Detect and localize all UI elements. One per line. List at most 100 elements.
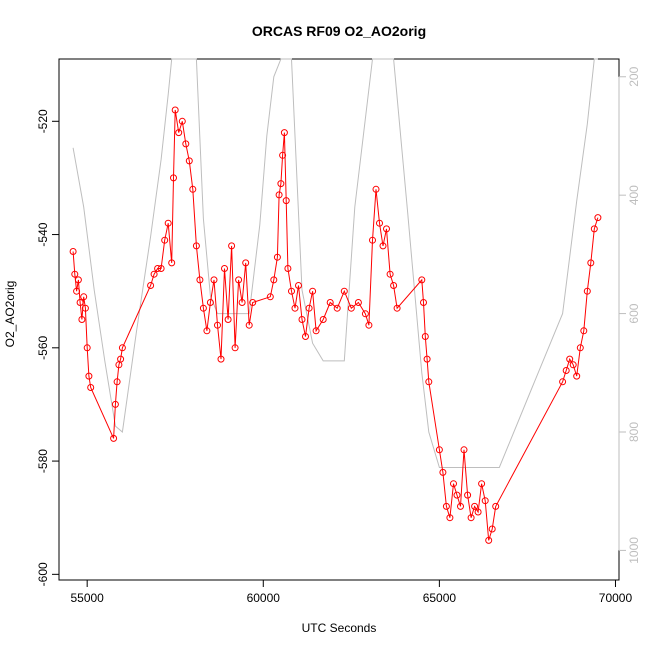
o2-point xyxy=(74,276,82,284)
o2-point xyxy=(446,514,454,522)
o2-point xyxy=(154,265,162,272)
o2-point xyxy=(157,265,165,272)
o2-point xyxy=(590,225,598,233)
o2-point xyxy=(83,344,91,352)
o2-point xyxy=(421,333,429,340)
o2-point xyxy=(288,287,295,295)
chart-title: ORCAS RF09 O2_AO2orig xyxy=(252,23,426,39)
o2-point xyxy=(453,491,461,499)
o2-point xyxy=(147,282,155,289)
o2-point xyxy=(228,242,236,250)
o2-point xyxy=(161,236,169,244)
x-tick-label: 60000 xyxy=(247,591,281,605)
o2-point xyxy=(420,299,427,306)
y2-tick-label: 1000 xyxy=(627,537,641,564)
o2-point xyxy=(182,140,190,148)
o2-point xyxy=(238,299,246,306)
pressure-series-layer xyxy=(72,58,598,468)
o2-point xyxy=(354,299,362,306)
o2-point xyxy=(199,304,207,312)
o2-point xyxy=(282,197,290,205)
o2-point xyxy=(478,480,486,488)
x-axis: 55000 60000 65000 70000 xyxy=(70,579,633,605)
y-tick-label: -600 xyxy=(36,562,50,586)
o2-point xyxy=(333,304,341,312)
o2-point xyxy=(192,242,200,250)
o2-point xyxy=(210,276,218,284)
o2-point xyxy=(277,180,285,188)
o2-point xyxy=(302,333,309,340)
o2-point xyxy=(305,304,313,312)
o2-point xyxy=(390,282,398,289)
o2-point xyxy=(583,287,591,295)
y-tick-label: -520 xyxy=(36,109,50,133)
o2-point xyxy=(492,502,500,510)
o2-point xyxy=(235,276,243,284)
o2-point xyxy=(73,287,81,295)
o2-point xyxy=(326,299,334,306)
o2-point xyxy=(298,316,306,323)
o2-point xyxy=(78,316,86,323)
o2-point xyxy=(110,434,118,442)
o2-point xyxy=(185,157,193,165)
o2-point xyxy=(275,191,283,199)
y-tick-label: -580 xyxy=(36,449,50,473)
o2-point xyxy=(386,270,394,278)
x-axis-label: UTC Seconds xyxy=(302,621,377,635)
o2-point xyxy=(231,344,239,352)
o2-point xyxy=(279,151,287,159)
o2-point xyxy=(580,327,588,335)
y2-tick-label: 200 xyxy=(627,66,641,86)
o2-point xyxy=(423,355,431,363)
o2-point xyxy=(273,253,281,261)
o2-point xyxy=(280,129,288,137)
o2-point xyxy=(576,344,584,352)
o2-point xyxy=(594,214,602,222)
o2-point xyxy=(214,321,221,329)
o2-point xyxy=(319,316,327,323)
o2-point xyxy=(369,236,376,244)
o2-series-layer xyxy=(69,106,602,544)
x-tick-label: 70000 xyxy=(599,591,633,605)
o2-point xyxy=(87,384,95,391)
o2-point xyxy=(573,372,581,380)
y2-tick-label: 800 xyxy=(627,422,641,442)
o2-point xyxy=(69,248,77,255)
o2-point xyxy=(71,270,79,278)
o2-point xyxy=(562,367,570,374)
o2-point xyxy=(150,270,158,278)
o2-point xyxy=(295,282,302,289)
o2-point xyxy=(418,276,426,284)
o2-point xyxy=(485,536,493,544)
o2-point xyxy=(559,378,567,386)
o2-point xyxy=(372,185,380,193)
o2-point xyxy=(569,361,577,369)
o2-point xyxy=(196,276,204,284)
y-axis: -600 -580 -560 -540 -520 xyxy=(36,109,60,586)
o2-point xyxy=(464,491,472,499)
o2-point xyxy=(164,219,172,227)
o2-point xyxy=(178,117,186,125)
o2-point xyxy=(442,502,450,510)
o2-point xyxy=(117,355,125,363)
o2-point xyxy=(361,310,369,318)
o2-point xyxy=(81,304,89,312)
o2-point xyxy=(76,299,84,306)
o2-point xyxy=(376,219,383,227)
y2-tick-label: 600 xyxy=(627,303,641,323)
o2-point xyxy=(111,400,119,408)
o2-point xyxy=(467,514,475,522)
o2-point xyxy=(249,299,257,306)
o2-point xyxy=(242,259,250,267)
o2-point xyxy=(312,327,320,335)
o2-point xyxy=(189,185,197,193)
o2-point xyxy=(383,225,390,233)
o2-point xyxy=(425,378,433,386)
o2-point xyxy=(217,355,225,363)
o2-point xyxy=(460,446,468,454)
o2-point xyxy=(474,508,482,516)
y2-tick-label: 400 xyxy=(627,185,641,205)
o2-point xyxy=(203,327,211,335)
o2-point xyxy=(439,468,447,476)
